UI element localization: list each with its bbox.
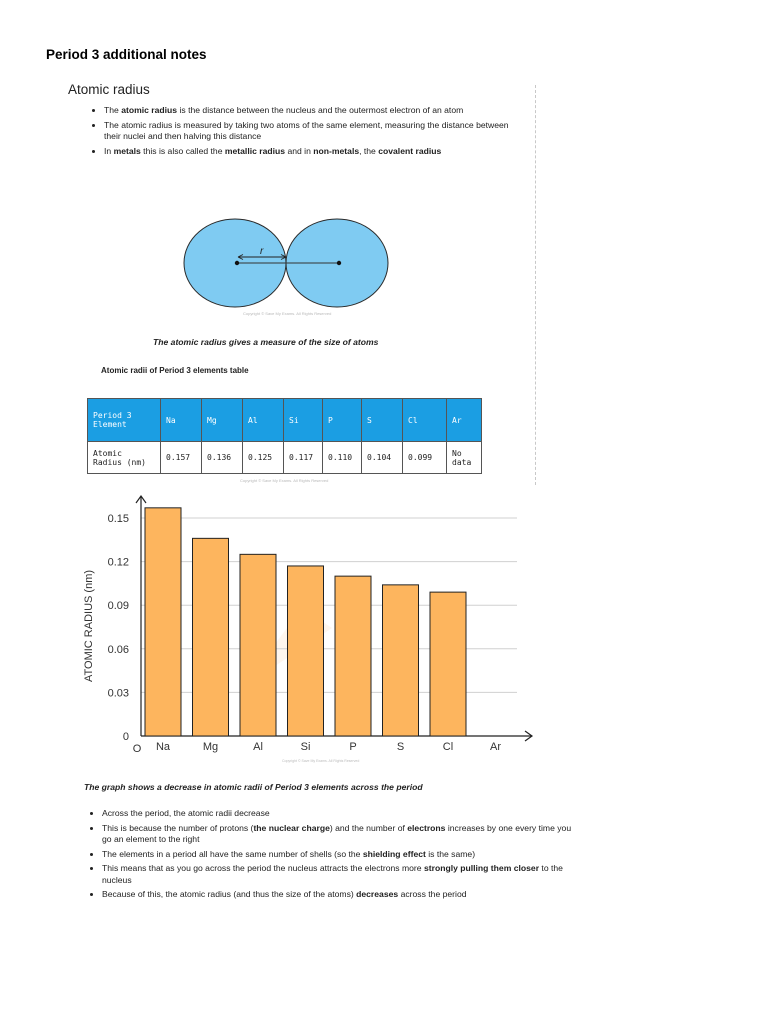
table-value-cell: 0.099: [402, 441, 447, 474]
table-element-cell: Cl: [402, 398, 447, 442]
table-row-label: Atomic Radius (nm): [87, 441, 161, 474]
bar-na: [144, 507, 182, 737]
x-tick-label: Na: [156, 741, 171, 753]
diagram-caption: The atomic radius gives a measure of the…: [153, 337, 379, 347]
page-heading: Period 3 additional notes: [46, 47, 207, 62]
radius-label: r: [260, 246, 264, 257]
section-title: Atomic radius: [68, 82, 150, 97]
bullet-item: The elements in a period all have the sa…: [102, 849, 572, 861]
bullet-item: This means that as you go across the per…: [102, 863, 572, 886]
bar-si: [287, 565, 324, 737]
x-axis-arrowhead: [524, 730, 534, 742]
x-tick-label: Al: [253, 741, 263, 753]
y-tick-label: 0.06: [108, 644, 129, 656]
bullet-item: This is because the number of protons (t…: [102, 823, 572, 846]
table-value-cell: No data: [446, 441, 482, 474]
x-tick-label: Si: [301, 741, 311, 753]
diagram-copyright: Copyright © Save My Exams. All Rights Re…: [243, 311, 332, 316]
chart-copyright: Copyright © Save My Exams. All Rights Re…: [282, 759, 359, 763]
bar-s: [382, 584, 419, 737]
table-value-cell: 0.125: [242, 441, 284, 474]
page-divider: [535, 85, 536, 485]
atomic-radius-diagram: r: [183, 218, 389, 308]
radius-arrowhead-right: [280, 254, 287, 260]
bullet-item: In metals this is also called the metall…: [104, 146, 522, 158]
bullet-item: Across the period, the atomic radii decr…: [102, 808, 572, 820]
y-axis-arrowhead: [135, 494, 147, 504]
table-element-cell: P: [322, 398, 362, 442]
table-value-row: Atomic Radius (nm) 0.157 0.136 0.125 0.1…: [87, 441, 482, 474]
bar-cl: [429, 591, 467, 737]
y-tick-label: 0: [123, 731, 129, 743]
trend-explanation-bullets: Across the period, the atomic radii decr…: [86, 808, 572, 904]
atomic-radius-bullets: The atomic radius is the distance betwee…: [88, 105, 522, 160]
bullet-item: Because of this, the atomic radius (and …: [102, 889, 572, 901]
table-value-cell: 0.104: [361, 441, 403, 474]
table-element-cell: Mg: [201, 398, 243, 442]
chart-caption: The graph shows a decrease in atomic rad…: [84, 782, 423, 792]
table-value-cell: 0.117: [283, 441, 323, 474]
table-header-label: Period 3 Element: [87, 398, 161, 442]
atomic-radii-table: Period 3 Element Na Mg Al Si P S Cl Ar A…: [87, 398, 482, 474]
x-tick-label: Mg: [203, 741, 218, 753]
table-value-cell: 0.136: [201, 441, 243, 474]
x-tick-label: S: [397, 741, 404, 753]
x-tick-label: P: [349, 741, 356, 753]
nucleus-left: [234, 260, 240, 266]
atomic-radius-bar-chart: 0 0.03 0.06 0.09 0.12 0.15 O ATOMIC RADIUS (nm)…: [83, 494, 534, 763]
table-title: Atomic radii of Period 3 elements table: [101, 366, 249, 375]
bar-mg: [192, 537, 229, 737]
table-value-cell: 0.110: [322, 441, 362, 474]
radius-arrowhead-left: [237, 254, 244, 260]
x-tick-label: Cl: [443, 741, 453, 753]
y-tick-label: 0.12: [108, 557, 129, 569]
bullet-item: The atomic radius is the distance betwee…: [104, 105, 522, 117]
y-axis-title: ATOMIC RADIUS (nm): [83, 570, 95, 682]
origin-label: O: [133, 743, 142, 755]
table-header-row: Period 3 Element Na Mg Al Si P S Cl Ar: [87, 398, 482, 442]
table-element-cell: Al: [242, 398, 284, 442]
y-tick-label: 0.09: [108, 600, 129, 612]
table-element-cell: S: [361, 398, 403, 442]
x-tick-label: Ar: [490, 741, 501, 753]
table-element-cell: Si: [283, 398, 323, 442]
bar-al: [239, 553, 277, 737]
table-element-cell: Ar: [446, 398, 482, 442]
nucleus-right: [336, 260, 342, 266]
table-copyright: Copyright © Save My Exams. All Rights Re…: [240, 478, 329, 483]
bullet-item: The atomic radius is measured by taking …: [104, 120, 522, 143]
y-tick-label: 0.15: [108, 513, 129, 525]
table-element-cell: Na: [160, 398, 202, 442]
table-value-cell: 0.157: [160, 441, 202, 474]
bar-p: [334, 575, 372, 737]
y-tick-label: 0.03: [108, 687, 129, 699]
